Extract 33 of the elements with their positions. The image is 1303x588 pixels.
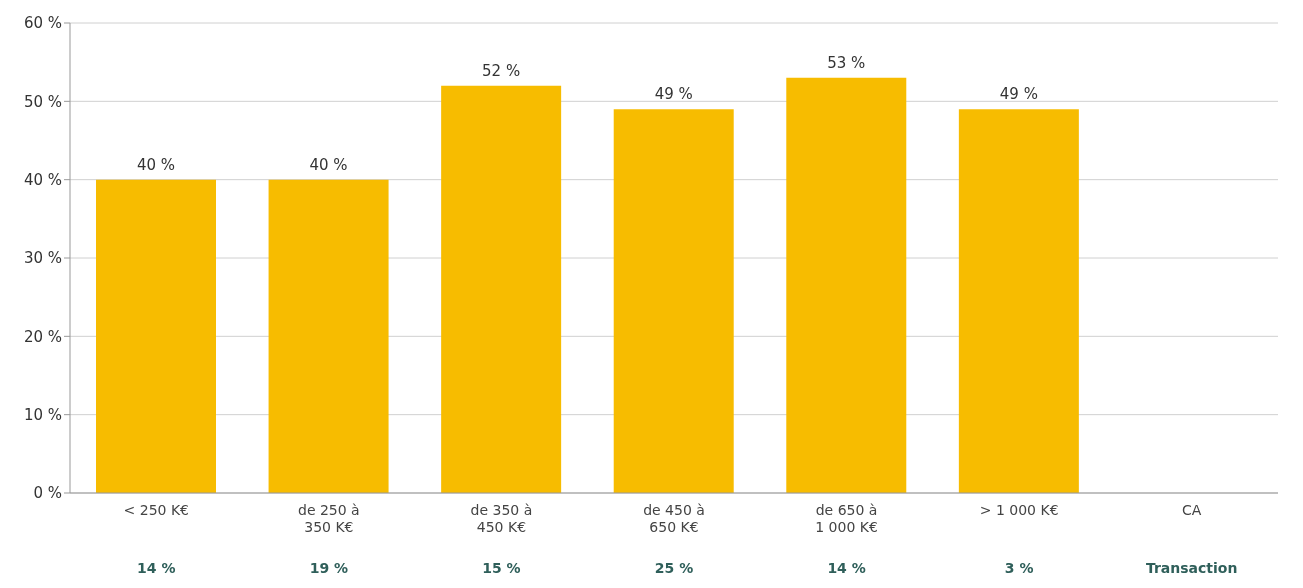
text: 19 % — [309, 560, 349, 576]
y-tick-label: 40 % — [23, 170, 62, 189]
x-tick-label: de 650 à 1 000 K€ — [815, 502, 878, 535]
data-label: 49 % — [654, 85, 693, 104]
text: 14 % — [827, 560, 866, 576]
text: 15 % — [482, 560, 521, 576]
data-label: 49 % — [999, 85, 1038, 104]
x-tick-label: > 1 000 K€ — [979, 502, 1059, 518]
x-tick-label: < 250 K€ — [123, 502, 190, 518]
y-tick-label: 50 % — [23, 92, 62, 111]
data-label: 40 % — [136, 155, 176, 174]
y-tick-label: 30 % — [23, 249, 62, 268]
y-tick-label: 20 % — [23, 327, 62, 346]
y-tick-label: 10 % — [23, 405, 62, 424]
text: Transaction — [1145, 560, 1238, 576]
x-tick-label: de 450 à 650 K€ — [643, 502, 705, 535]
text: 14 % — [137, 560, 176, 576]
bar — [958, 109, 1079, 493]
x-tick-label: de 350 à 450 K€ — [470, 502, 533, 535]
text: 25 % — [654, 560, 694, 576]
y-tick-label: 60 % — [23, 14, 62, 33]
x-tick-label: de 250 à 350 K€ — [298, 502, 360, 535]
data-label: 53 % — [827, 53, 866, 72]
data-label: 52 % — [482, 61, 521, 80]
x-tick-label: CA — [1182, 502, 1202, 518]
y-tick-label: 0 % — [33, 484, 62, 503]
bar — [268, 179, 389, 493]
bar — [96, 179, 216, 493]
bar — [786, 77, 907, 493]
text: 3 % — [1004, 560, 1034, 576]
bar — [613, 109, 734, 493]
data-label: 40 % — [309, 155, 348, 174]
bar — [441, 85, 562, 493]
